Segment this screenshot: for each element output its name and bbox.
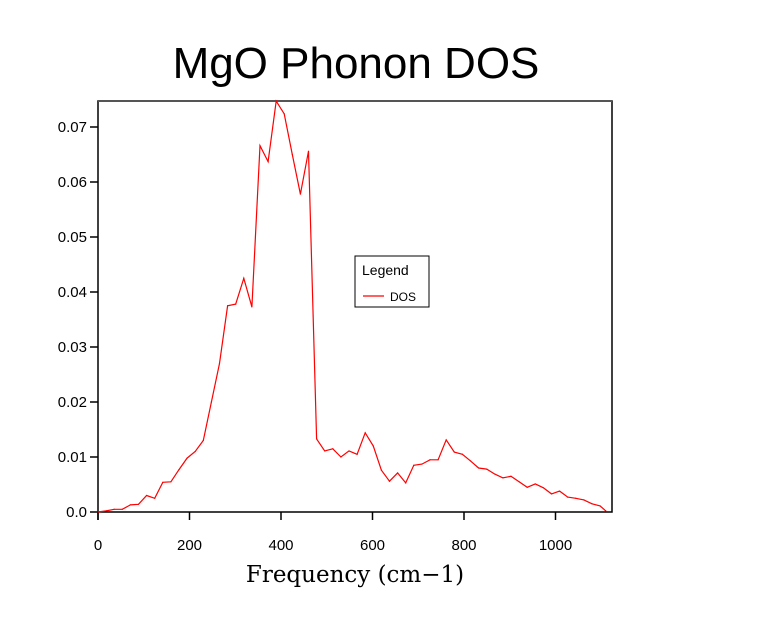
series-points <box>97 100 607 513</box>
data-point <box>542 487 544 489</box>
x-tick-label: 400 <box>268 537 293 554</box>
y-tick-label: 0.03 <box>58 339 87 356</box>
data-point <box>429 459 431 461</box>
data-point <box>137 503 140 505</box>
data-point <box>388 480 391 482</box>
data-point <box>364 432 366 434</box>
y-tick-label: 0.04 <box>58 284 87 301</box>
data-point <box>380 469 383 471</box>
data-point <box>372 445 374 447</box>
data-point <box>356 453 358 455</box>
data-point <box>494 473 496 475</box>
data-point <box>550 493 553 495</box>
data-point <box>526 486 528 488</box>
data-point <box>534 483 536 485</box>
data-point <box>340 456 342 458</box>
data-point <box>121 508 123 510</box>
x-tick-label: 1000 <box>539 537 572 554</box>
data-point <box>510 475 512 477</box>
data-point <box>218 362 221 365</box>
x-tick-label: 600 <box>360 537 385 554</box>
y-tick-label: 0.01 <box>58 449 87 466</box>
data-point <box>477 467 480 469</box>
y-tick-label: 0.02 <box>58 394 87 411</box>
data-point <box>154 497 156 499</box>
y-tick-label: 0.06 <box>58 174 87 191</box>
data-point <box>324 450 326 452</box>
data-point <box>162 481 164 483</box>
data-point <box>226 305 229 307</box>
data-point <box>461 453 463 455</box>
data-point <box>599 505 601 507</box>
data-point <box>558 490 561 492</box>
legend-box <box>354 255 430 308</box>
data-point <box>518 481 520 483</box>
data-point <box>210 401 212 403</box>
data-point <box>405 482 407 484</box>
data-point <box>170 481 172 483</box>
data-point <box>583 499 585 501</box>
data-point <box>291 153 293 156</box>
data-point <box>235 303 237 305</box>
data-point <box>453 451 455 453</box>
x-tick-label: 800 <box>451 537 476 554</box>
data-point <box>129 504 131 506</box>
data-point <box>251 306 253 308</box>
data-point <box>113 508 115 510</box>
data-point <box>413 464 415 466</box>
data-point <box>605 510 607 512</box>
y-tick-label: 0.05 <box>58 229 87 246</box>
data-point <box>469 460 472 462</box>
data-point <box>243 277 245 279</box>
data-point <box>145 494 148 497</box>
legend: Legend DOS <box>354 255 430 308</box>
series-line-dos <box>97 99 607 513</box>
legend-title: Legend <box>362 262 409 278</box>
x-axis: 0 200 400 600 800 1000 <box>94 512 572 554</box>
data-point <box>194 450 196 453</box>
data-point <box>332 448 334 450</box>
data-point <box>307 150 310 152</box>
data-point <box>567 496 569 498</box>
legend-entry-dos: DOS <box>390 290 416 304</box>
data-point <box>397 472 399 474</box>
data-point <box>486 468 488 470</box>
data-point <box>445 439 447 441</box>
y-tick-label: 0.0 <box>66 504 87 521</box>
x-tick-label: 200 <box>177 537 202 554</box>
data-point <box>421 463 423 465</box>
data-point <box>275 100 277 102</box>
data-point <box>283 113 285 115</box>
data-point <box>267 161 269 163</box>
data-point <box>186 457 188 459</box>
data-point <box>105 510 107 512</box>
x-axis-label: Frequency (cm−1) <box>246 562 464 588</box>
data-point <box>299 193 302 195</box>
y-axis: 0.0 0.01 0.02 0.03 0.04 0.05 0.06 0.07 <box>58 119 99 521</box>
data-point <box>316 438 318 440</box>
x-tick-label: 0 <box>94 537 102 554</box>
data-point <box>437 459 439 461</box>
data-point <box>178 469 180 471</box>
chart-title: MgO Phonon DOS <box>173 39 540 88</box>
y-tick-label: 0.07 <box>58 119 87 136</box>
data-point <box>202 439 204 442</box>
data-point <box>97 511 99 513</box>
data-point <box>591 503 593 505</box>
data-point <box>348 450 350 452</box>
data-point <box>502 477 504 479</box>
data-point <box>575 497 577 499</box>
data-point <box>259 145 261 147</box>
